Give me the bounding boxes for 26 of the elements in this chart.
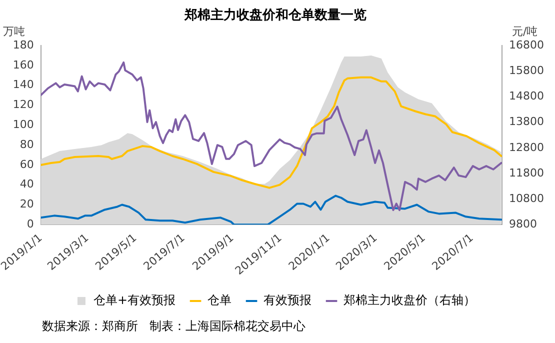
y-tick-label: 160 (12, 58, 34, 72)
y-tick-label: 20 (20, 198, 34, 211)
y-tick-label: 140 (12, 78, 34, 92)
y-axis-title: 万吨 (2, 24, 25, 39)
y-tick-label: 80 (20, 138, 34, 151)
y-tick-label: 0 (26, 217, 34, 230)
y2-tick-label: 15800 (509, 64, 544, 78)
y2-tick-label: 11800 (509, 166, 544, 180)
legend-label: 仓单+有效预报 (93, 293, 176, 308)
y-tick-label: 100 (12, 118, 34, 132)
legend-label: 有效预报 (264, 293, 312, 308)
legend-label: 郑棉主力收盘价（右轴） (344, 293, 476, 308)
y-tick-label: 120 (12, 98, 34, 112)
y-tick-label: 60 (20, 158, 34, 171)
y2-axis-title: 元/吨 (512, 24, 538, 39)
y2-tick-label: 14800 (509, 90, 544, 103)
y2-tick-label: 16800 (509, 38, 544, 52)
y2-tick-label: 12800 (509, 140, 544, 154)
y-tick-label: 180 (12, 38, 34, 52)
source-note: 数据来源：郑商所 制表：上海国际棉花交易中心 (42, 318, 306, 335)
y2-tick-label: 9800 (509, 217, 538, 230)
y-tick-label: 40 (20, 178, 34, 191)
y2-tick-label: 10800 (509, 192, 544, 205)
y2-tick-label: 13800 (509, 115, 544, 128)
chart-title: 郑棉主力收盘价和仓单数量一览 (184, 7, 366, 24)
legend-label: 仓单 (208, 293, 232, 308)
